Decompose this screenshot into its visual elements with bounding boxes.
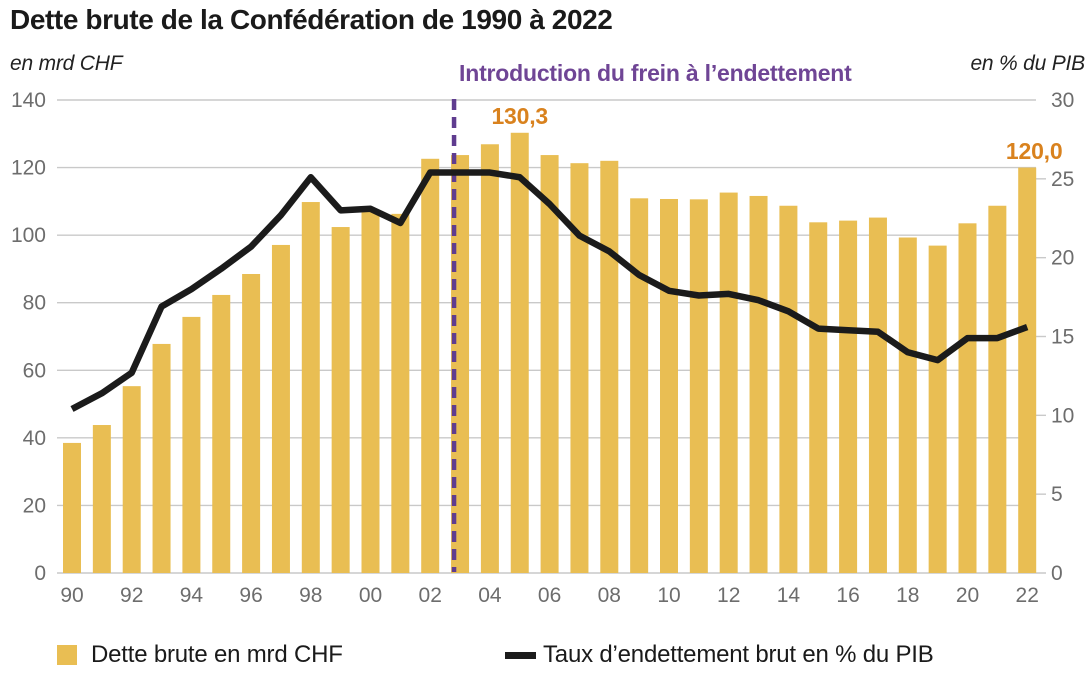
right-axis-label-25: 25 [1051,168,1074,191]
left-axis-label-120: 120 [11,157,46,180]
left-axis-label-80: 80 [23,292,46,315]
peak-value-label-2022: 120,0 [1005,137,1063,164]
bar-1993 [152,343,171,573]
bar-2015 [809,222,828,573]
bar-1996 [242,273,261,573]
bar-1991 [92,425,111,573]
bar-1999 [331,227,350,573]
x-tick-label-18: 18 [896,584,919,607]
x-tick-label-94: 94 [180,584,204,607]
bar-2018 [898,237,917,573]
bar-2013 [749,195,768,574]
left-axis-label-40: 40 [23,427,46,450]
bar-2019 [928,245,947,573]
left-axis-label-60: 60 [23,359,46,382]
peak-value-label-2005: 130,3 [491,102,549,129]
right-axis-unit-label: en % du PIB [970,52,1085,75]
left-axis-label-0: 0 [34,562,46,585]
bar-2008 [600,160,619,574]
x-tick-label-98: 98 [299,584,322,607]
bar-2011 [689,199,708,573]
x-tick-label-14: 14 [777,584,801,607]
bar-2007 [570,163,589,573]
legend-line-label: Taux d’endettement brut en % du PIB [543,641,934,668]
bar-1990 [63,442,81,573]
bar-1998 [301,202,320,574]
bar-2017 [868,217,887,573]
bar-2014 [779,205,798,574]
x-tick-label-06: 06 [538,584,561,607]
bar-2020 [958,223,977,573]
x-tick-label-10: 10 [657,584,680,607]
x-tick-label-12: 12 [717,584,740,607]
right-axis-label-20: 20 [1051,247,1074,270]
bar-2000 [361,210,380,574]
bar-2010 [660,198,678,574]
x-tick-label-20: 20 [956,584,979,607]
legend-bar-swatch [57,645,77,665]
x-tick-label-92: 92 [120,584,143,607]
debt-brake-annotation: Introduction du frein à l’endettement [459,60,852,86]
bar-1992 [122,386,141,573]
right-axis-label-15: 15 [1051,326,1074,349]
bar-1994 [182,316,201,573]
bar-2006 [540,155,559,573]
left-axis-label-20: 20 [23,494,46,517]
bar-1997 [271,244,290,573]
right-axis-label-0: 0 [1051,562,1063,585]
bar-2009 [630,198,649,574]
legend-bar-label: Dette brute en mrd CHF [91,641,343,668]
x-tick-label-96: 96 [239,584,262,607]
chart-title: Dette brute de la Confédération de 1990 … [10,4,613,35]
bar-2012 [719,192,738,573]
x-tick-label-02: 02 [419,584,442,607]
bar-2004 [480,144,499,574]
x-tick-label-22: 22 [1016,584,1039,607]
legend-line-swatch [505,652,536,659]
left-axis-label-100: 100 [11,224,46,247]
debt-ratio-line [70,169,1029,412]
x-tick-label-04: 04 [478,584,502,607]
right-axis-label-5: 5 [1051,483,1063,506]
bar-1995 [212,294,231,573]
x-tick-label-90: 90 [60,584,83,607]
right-axis-label-10: 10 [1051,404,1074,427]
bar-2005 [510,132,529,573]
x-tick-label-00: 00 [359,584,382,607]
bar-2001 [391,213,410,574]
bar-2016 [839,220,858,574]
x-tick-label-08: 08 [598,584,621,607]
left-axis-label-140: 140 [11,89,46,112]
left-axis-unit-label: en mrd CHF [10,52,123,75]
x-tick-label-16: 16 [836,584,859,607]
right-axis-label-30: 30 [1051,89,1074,112]
bar-2021 [988,205,1007,574]
chart-legend: Dette brute en mrd CHF Taux d’endettemen… [0,641,1091,677]
bar-2002 [421,158,440,573]
bar-2022 [1018,167,1037,574]
